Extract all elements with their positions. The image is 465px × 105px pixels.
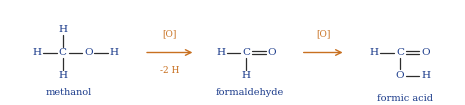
Text: [O]: [O] xyxy=(163,29,177,38)
Text: -2 H: -2 H xyxy=(160,66,179,75)
Text: H: H xyxy=(216,48,226,57)
Text: H: H xyxy=(58,71,67,80)
Text: formaldehyde: formaldehyde xyxy=(216,88,284,97)
Text: C: C xyxy=(59,48,67,57)
Text: H: H xyxy=(370,48,379,57)
Text: H: H xyxy=(421,71,430,80)
Text: O: O xyxy=(268,48,276,57)
Text: methanol: methanol xyxy=(45,88,92,97)
Text: formic acid: formic acid xyxy=(377,94,432,103)
Text: O: O xyxy=(396,71,404,80)
Text: H: H xyxy=(242,71,251,80)
Text: H: H xyxy=(33,48,42,57)
Text: H: H xyxy=(109,48,119,57)
Text: C: C xyxy=(242,48,251,57)
Text: O: O xyxy=(421,48,430,57)
Text: O: O xyxy=(84,48,93,57)
Text: H: H xyxy=(58,25,67,34)
Text: C: C xyxy=(396,48,404,57)
Text: [O]: [O] xyxy=(316,29,330,38)
